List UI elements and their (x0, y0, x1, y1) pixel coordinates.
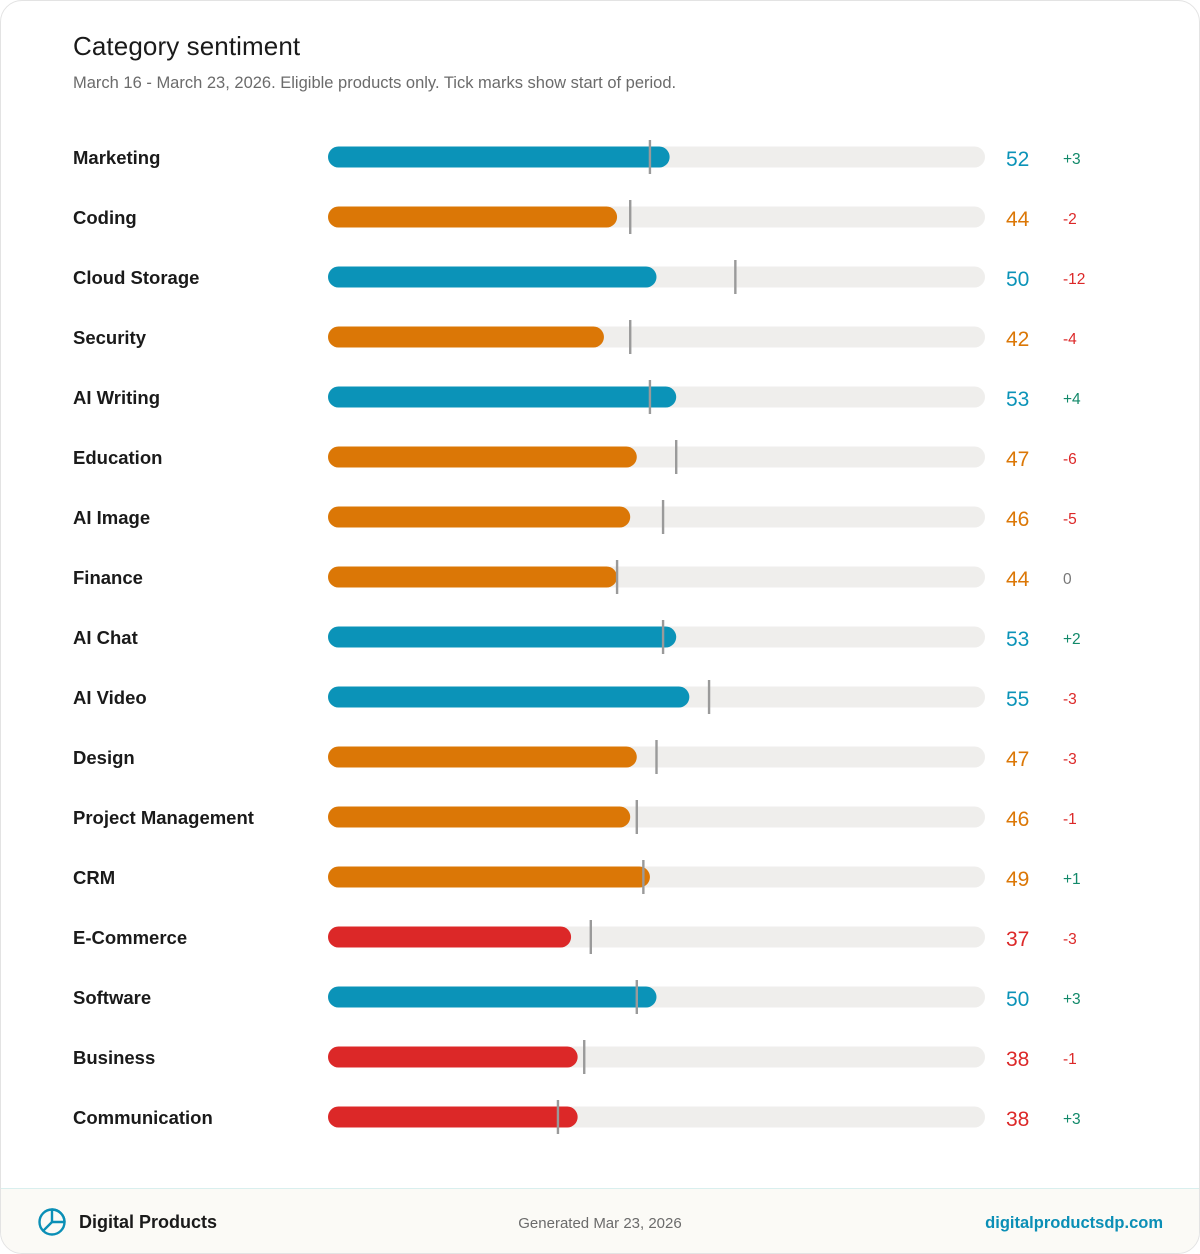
value-bar (328, 746, 637, 768)
value-bar (328, 206, 618, 228)
value-label: 46 (1006, 508, 1029, 531)
delta-label: -3 (1063, 931, 1077, 948)
value-bar (328, 1106, 578, 1128)
value-bar (328, 866, 650, 888)
value-bar (328, 326, 604, 348)
delta-label: -12 (1063, 271, 1085, 288)
value-label: 49 (1006, 868, 1029, 891)
delta-label: -1 (1063, 811, 1077, 828)
generated-date: Generated Mar 23, 2026 (518, 1215, 682, 1232)
category-label: Finance (73, 567, 143, 588)
value-label: 44 (1006, 568, 1030, 591)
value-bar (328, 1046, 578, 1068)
value-bar (328, 926, 572, 948)
value-bar (328, 386, 677, 408)
delta-label: -3 (1063, 751, 1077, 768)
value-label: 50 (1006, 988, 1029, 1011)
delta-label: +3 (1063, 151, 1081, 168)
category-label: Software (73, 987, 151, 1008)
value-label: 53 (1006, 388, 1029, 411)
category-label: Marketing (73, 147, 160, 168)
value-bar (328, 566, 618, 588)
delta-label: -2 (1063, 211, 1077, 228)
category-label: Security (73, 327, 147, 348)
delta-label: -5 (1063, 511, 1077, 528)
value-label: 47 (1006, 748, 1029, 771)
brand[interactable]: Digital Products (37, 1207, 217, 1237)
category-label: Coding (73, 207, 137, 228)
value-label: 44 (1006, 208, 1030, 231)
delta-label: -6 (1063, 451, 1077, 468)
value-label: 46 (1006, 808, 1029, 831)
value-label: 50 (1006, 268, 1029, 291)
value-bar (328, 686, 690, 708)
category-label: Communication (73, 1107, 213, 1128)
delta-label: +3 (1063, 1111, 1081, 1128)
value-bar (328, 626, 677, 648)
category-label: CRM (73, 867, 115, 888)
category-label: AI Writing (73, 387, 160, 408)
pie-chart-icon (38, 1208, 66, 1236)
value-label: 42 (1006, 328, 1029, 351)
value-label: 37 (1006, 928, 1029, 951)
brand-name: Digital Products (79, 1211, 218, 1232)
value-bar (328, 266, 657, 288)
value-bar (328, 986, 657, 1008)
value-label: 38 (1006, 1048, 1029, 1071)
category-label: AI Chat (73, 627, 138, 648)
page-title: Category sentiment (73, 31, 301, 61)
category-label: Business (73, 1047, 155, 1068)
delta-label: -1 (1063, 1051, 1077, 1068)
value-label: 38 (1006, 1108, 1029, 1131)
value-label: 53 (1006, 628, 1029, 651)
value-label: 55 (1006, 688, 1029, 711)
delta-label: +4 (1063, 391, 1081, 408)
delta-label: -4 (1063, 331, 1077, 348)
category-label: E-Commerce (73, 927, 187, 948)
value-bar (328, 146, 670, 168)
category-label: Design (73, 747, 135, 768)
value-bar (328, 506, 631, 528)
value-label: 47 (1006, 448, 1029, 471)
site-link[interactable]: digitalproductsdp.com (985, 1214, 1163, 1232)
category-label: Project Management (73, 807, 254, 828)
category-label: AI Image (73, 507, 150, 528)
sentiment-bar-chart: Marketing 52 +3 Coding 44 -2 Cloud Storage 50 -1… (73, 140, 1085, 1134)
footer: Digital Products Generated Mar 23, 2026 … (1, 1188, 1199, 1253)
value-bar (328, 806, 631, 828)
delta-label: +1 (1063, 871, 1081, 888)
category-label: Education (73, 447, 162, 468)
delta-label: 0 (1063, 571, 1072, 588)
delta-label: -3 (1063, 691, 1077, 708)
value-bar (328, 446, 637, 468)
delta-label: +2 (1063, 631, 1081, 648)
category-label: Cloud Storage (73, 267, 199, 288)
value-label: 52 (1006, 148, 1029, 171)
delta-label: +3 (1063, 991, 1081, 1008)
page-subtitle: March 16 - March 23, 2026. Eligible prod… (73, 74, 677, 92)
category-label: AI Video (73, 687, 147, 708)
